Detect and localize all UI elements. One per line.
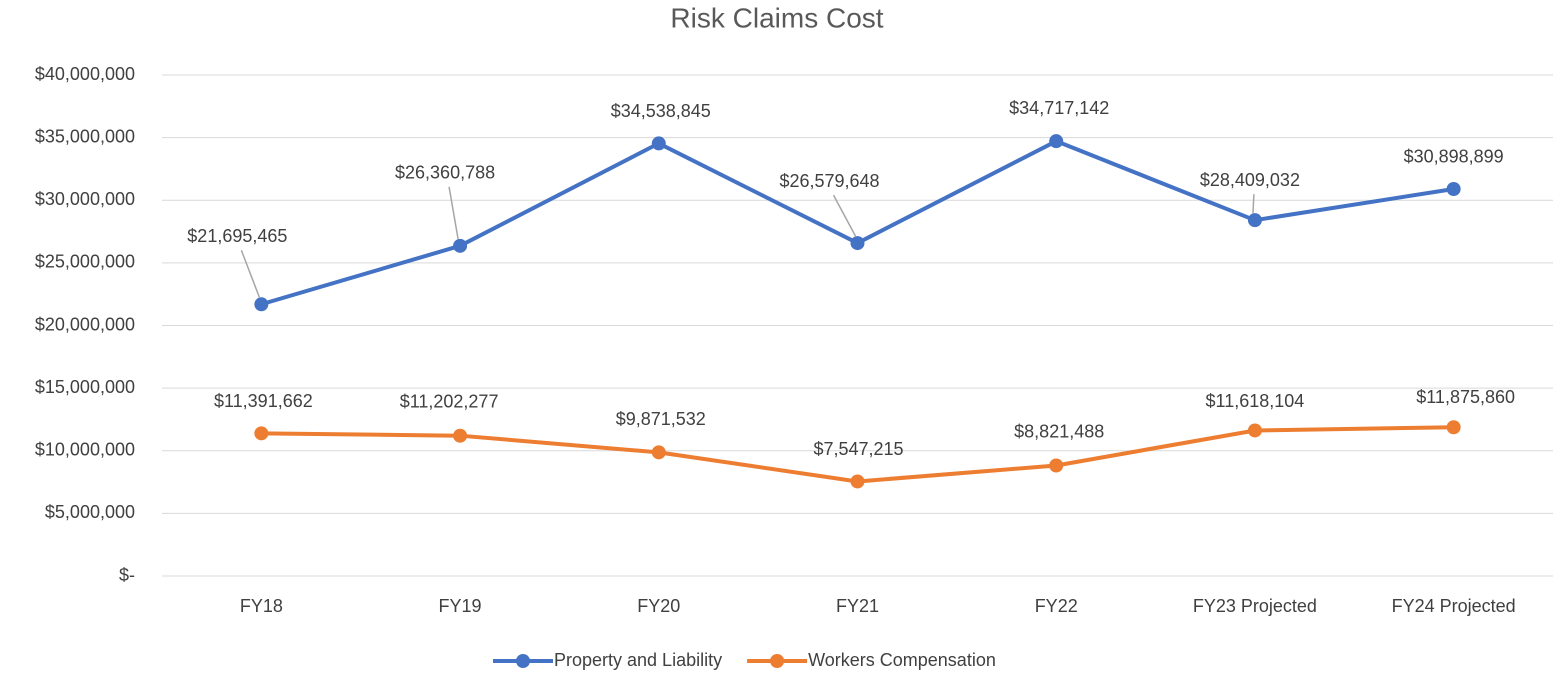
y-tick-label: $-: [119, 565, 135, 585]
data-label: $11,391,662: [214, 391, 313, 411]
x-tick-label: FY21: [836, 596, 879, 616]
point: [850, 474, 865, 489]
x-tick-label: FY23 Projected: [1193, 596, 1317, 616]
y-tick-label: $15,000,000: [35, 377, 135, 397]
data-label: $11,875,860: [1416, 387, 1515, 407]
y-tick-label: $20,000,000: [35, 314, 135, 334]
y-tick-label: $25,000,000: [35, 252, 135, 272]
data-label: $9,871,532: [616, 409, 706, 429]
legend-label: Workers Compensation: [808, 650, 996, 670]
point: [1049, 134, 1064, 149]
leader-line: [240, 249, 261, 298]
data-label: $11,202,277: [400, 391, 499, 411]
point: [850, 236, 865, 251]
data-label: $21,695,465: [187, 226, 287, 246]
data-label: $8,821,488: [1014, 421, 1104, 441]
point: [651, 136, 666, 151]
legend-marker: [516, 654, 530, 668]
legend-marker: [770, 654, 785, 668]
point: [254, 426, 269, 441]
data-label: $34,538,845: [611, 101, 711, 121]
x-tick-label: FY19: [439, 596, 482, 616]
data-label: $7,547,215: [813, 439, 903, 459]
point: [651, 445, 666, 460]
chart-title: Risk Claims Cost: [670, 2, 883, 33]
leader-line: [832, 194, 857, 237]
leader-line: [448, 186, 459, 239]
y-tick-label: $5,000,000: [45, 502, 135, 522]
y-tick-label: $35,000,000: [35, 126, 135, 146]
x-tick-label: FY18: [240, 596, 283, 616]
point: [254, 297, 269, 312]
data-label: $26,360,788: [395, 163, 495, 183]
x-tick-label: FY22: [1035, 596, 1078, 616]
point: [1247, 213, 1262, 228]
data-label: $26,579,648: [779, 171, 879, 191]
leader-line: [1252, 194, 1255, 214]
y-tick-label: $40,000,000: [35, 64, 135, 84]
point: [453, 238, 468, 253]
point: [1247, 423, 1262, 438]
y-tick-label: $10,000,000: [35, 440, 135, 460]
legend-label: Property and Liability: [554, 650, 722, 670]
x-tick-label: FY20: [637, 596, 680, 616]
data-label: $30,898,899: [1404, 147, 1504, 167]
x-tick-label: FY24 Projected: [1392, 596, 1516, 616]
data-label: $34,717,142: [1009, 98, 1109, 118]
y-tick-label: $30,000,000: [35, 189, 135, 209]
data-label: $28,409,032: [1200, 170, 1300, 190]
data-label: $11,618,104: [1206, 391, 1305, 411]
point: [1446, 181, 1461, 196]
point: [453, 428, 468, 443]
point: [1049, 458, 1064, 473]
point: [1446, 420, 1461, 435]
